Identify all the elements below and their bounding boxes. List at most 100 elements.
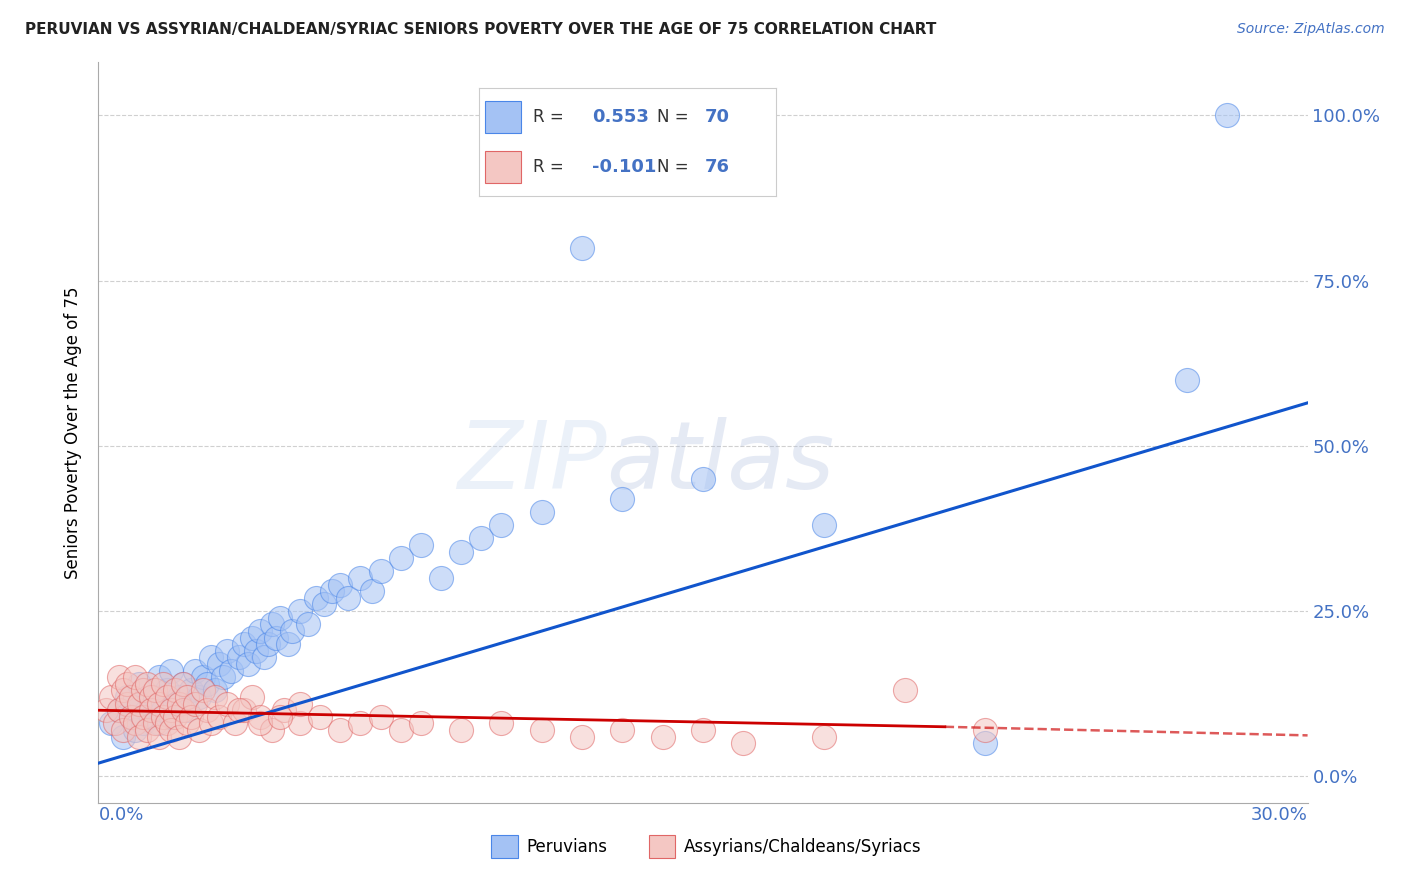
- Point: [152, 710, 174, 724]
- Point: [813, 518, 835, 533]
- Point: [120, 710, 142, 724]
- Point: [160, 703, 183, 717]
- Point: [974, 736, 997, 750]
- Point: [148, 716, 170, 731]
- Point: [305, 591, 328, 605]
- Point: [288, 716, 311, 731]
- Point: [152, 677, 174, 691]
- Point: [184, 697, 207, 711]
- Point: [163, 697, 186, 711]
- Text: ZIP: ZIP: [457, 417, 606, 508]
- Point: [269, 611, 291, 625]
- Point: [974, 723, 997, 737]
- Point: [167, 697, 190, 711]
- Point: [143, 716, 166, 731]
- Point: [228, 703, 250, 717]
- Point: [1216, 108, 1239, 122]
- Point: [260, 617, 283, 632]
- Point: [217, 697, 239, 711]
- Point: [389, 723, 412, 737]
- Point: [571, 240, 593, 255]
- Point: [163, 683, 186, 698]
- Point: [208, 710, 231, 724]
- Point: [409, 538, 432, 552]
- Point: [288, 604, 311, 618]
- Point: [314, 598, 336, 612]
- Point: [491, 716, 513, 731]
- Point: [208, 657, 231, 671]
- Point: [132, 683, 155, 698]
- Point: [450, 723, 472, 737]
- Point: [139, 710, 162, 724]
- Point: [349, 571, 371, 585]
- Point: [152, 703, 174, 717]
- Point: [370, 565, 392, 579]
- Point: [893, 683, 915, 698]
- Point: [111, 723, 134, 737]
- Point: [124, 723, 146, 737]
- Point: [120, 690, 142, 704]
- Point: [224, 716, 246, 731]
- Text: Source: ZipAtlas.com: Source: ZipAtlas.com: [1237, 22, 1385, 37]
- Point: [204, 683, 226, 698]
- Point: [135, 677, 157, 691]
- Point: [221, 664, 243, 678]
- Text: PERUVIAN VS ASSYRIAN/CHALDEAN/SYRIAC SENIORS POVERTY OVER THE AGE OF 75 CORRELAT: PERUVIAN VS ASSYRIAN/CHALDEAN/SYRIAC SEN…: [25, 22, 936, 37]
- Point: [124, 670, 146, 684]
- Point: [692, 723, 714, 737]
- Point: [180, 683, 202, 698]
- Point: [329, 577, 352, 591]
- Point: [167, 730, 190, 744]
- Point: [195, 703, 218, 717]
- Point: [184, 664, 207, 678]
- Point: [111, 730, 134, 744]
- Text: Peruvians: Peruvians: [526, 838, 607, 856]
- Point: [139, 690, 162, 704]
- Point: [1175, 373, 1198, 387]
- Point: [128, 730, 150, 744]
- Point: [253, 650, 276, 665]
- Point: [232, 703, 254, 717]
- Point: [277, 637, 299, 651]
- Point: [115, 697, 138, 711]
- Point: [361, 584, 384, 599]
- Point: [172, 677, 194, 691]
- Point: [107, 703, 129, 717]
- Point: [612, 723, 634, 737]
- Point: [188, 723, 211, 737]
- Point: [160, 710, 183, 724]
- Point: [212, 670, 235, 684]
- Point: [176, 703, 198, 717]
- Point: [176, 716, 198, 731]
- Point: [132, 710, 155, 724]
- Point: [111, 683, 134, 698]
- Point: [430, 571, 453, 585]
- Point: [148, 697, 170, 711]
- Point: [288, 697, 311, 711]
- Point: [249, 716, 271, 731]
- FancyBboxPatch shape: [648, 835, 675, 858]
- Point: [309, 710, 332, 724]
- Point: [264, 631, 287, 645]
- Point: [240, 631, 263, 645]
- Point: [135, 703, 157, 717]
- Point: [96, 703, 118, 717]
- Point: [530, 723, 553, 737]
- Point: [148, 670, 170, 684]
- Point: [491, 518, 513, 533]
- Point: [107, 703, 129, 717]
- Point: [651, 730, 673, 744]
- Point: [349, 716, 371, 731]
- Point: [571, 730, 593, 744]
- Point: [193, 683, 215, 698]
- Point: [143, 683, 166, 698]
- Point: [256, 637, 278, 651]
- Text: 0.0%: 0.0%: [98, 806, 143, 824]
- FancyBboxPatch shape: [492, 835, 517, 858]
- Point: [273, 703, 295, 717]
- Point: [297, 617, 319, 632]
- Point: [409, 716, 432, 731]
- Point: [115, 690, 138, 704]
- Point: [167, 690, 190, 704]
- Point: [337, 591, 360, 605]
